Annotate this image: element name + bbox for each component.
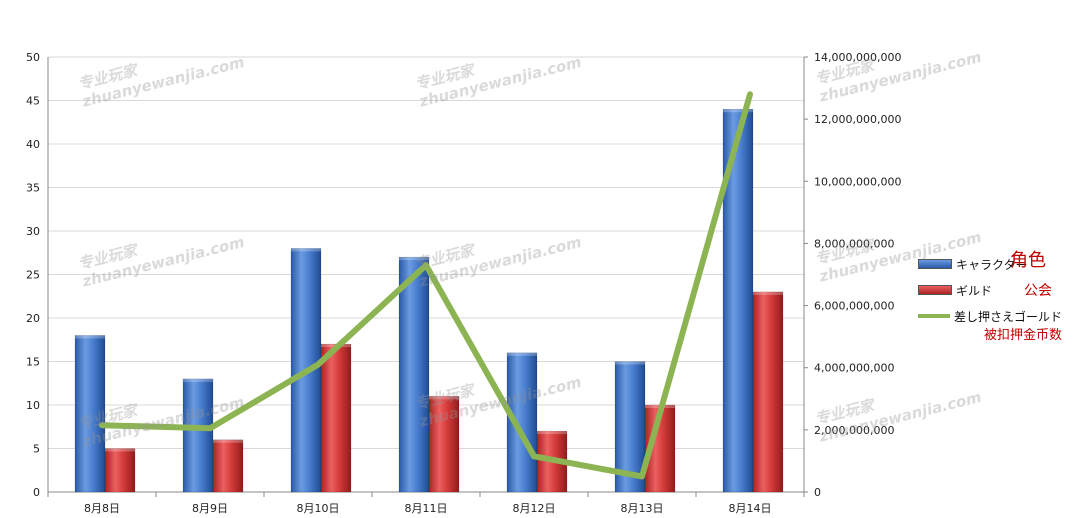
bar-guild	[320, 343, 352, 493]
bar-character-top	[507, 352, 537, 356]
legend-label-character: キャラクター	[956, 257, 1028, 272]
bar-guild-top	[429, 396, 459, 400]
left-y-tick-label: 35	[26, 182, 40, 195]
left-y-tick-label: 20	[26, 312, 40, 325]
bar-character-top	[399, 257, 429, 261]
right-y-tick-label: 8,000,000,000	[814, 237, 894, 250]
right-y-tick-label: 6,000,000,000	[814, 300, 894, 313]
gold-point	[317, 363, 319, 366]
legend-annotation-gold: 被扣押金币数	[984, 328, 1063, 343]
legend-swatch-guild	[918, 285, 952, 295]
right-y-ticks: 0 2,000,000,000 4,000,000,000 6,000,000,000…	[804, 51, 901, 499]
legend-label-guild: ギルド	[956, 283, 993, 298]
bar-guild-top	[105, 448, 135, 452]
x-tick-label: 8月9日	[192, 502, 228, 515]
gold-point	[533, 455, 535, 458]
left-y-tick-label: 25	[26, 269, 40, 282]
gold-point	[749, 93, 751, 96]
right-y-tick-label: 14,000,000,000	[814, 51, 901, 64]
bar-character	[74, 335, 106, 493]
left-y-tick-label: 30	[26, 225, 40, 238]
legend-annotation-guild: 公会	[1024, 283, 1052, 299]
bar-guild	[428, 396, 460, 493]
x-tick-label: 8月11日	[405, 502, 448, 515]
left-y-tick-label: 40	[26, 138, 40, 151]
left-y-tick-label: 50	[26, 51, 40, 64]
bar-character	[182, 378, 214, 493]
left-y-tick-label: 0	[33, 486, 40, 499]
x-tick-label: 8月13日	[621, 502, 664, 515]
x-tick-label: 8月8日	[84, 502, 120, 515]
gold-point	[641, 475, 643, 478]
bar-character-top	[75, 335, 105, 339]
bar-guild-top	[537, 431, 567, 435]
legend-item-gold: 差し押さえゴールド	[918, 306, 1062, 326]
x-tick-label: 8月14日	[729, 502, 772, 515]
bar-character-top	[615, 361, 645, 365]
left-y-tick-label: 45	[26, 95, 40, 108]
left-y-ticks: 0 5 10 15 20 25 30 35 40 45 50	[26, 51, 40, 499]
bar-character	[398, 256, 430, 493]
bar-guild	[104, 448, 136, 493]
bar-guild-top	[753, 291, 783, 295]
legend-swatch-gold	[918, 314, 950, 318]
gold-point	[209, 427, 211, 430]
left-y-tick-label: 5	[33, 443, 40, 456]
bars	[74, 108, 784, 493]
bar-guild	[212, 439, 244, 493]
bar-character-top	[723, 109, 753, 113]
legend-annotation-character: 角色	[1010, 250, 1046, 271]
bar-character-top	[183, 378, 213, 382]
right-y-tick-label: 0	[814, 486, 821, 499]
x-ticks: 8月8日 8月9日 8月10日 8月11日 8月12日 8月13日 8月14日	[47, 492, 805, 515]
left-y-tick-label: 15	[26, 356, 40, 369]
gold-line-series	[99, 91, 753, 480]
bar-guild	[752, 291, 784, 493]
x-tick-label: 8月10日	[297, 502, 340, 515]
right-y-tick-label: 4,000,000,000	[814, 362, 894, 375]
right-y-tick-label: 12,000,000,000	[814, 113, 901, 126]
bar-guild-top	[213, 439, 243, 443]
bar-character-top	[291, 248, 321, 252]
gold-point	[101, 424, 103, 427]
legend-item-guild: ギルド	[918, 280, 992, 300]
right-y-tick-label: 10,000,000,000	[814, 175, 901, 188]
left-y-tick-label: 10	[26, 399, 40, 412]
x-tick-label: 8月12日	[513, 502, 556, 515]
legend-item-character: キャラクター	[918, 254, 1028, 274]
right-y-tick-label: 2,000,000,000	[814, 424, 894, 437]
gold-point	[425, 264, 427, 267]
legend: キャラクター 角色 ギルド 公会 差し押さえゴールド 被扣押金币数	[918, 250, 1084, 352]
legend-label-gold: 差し押さえゴールド	[954, 309, 1063, 324]
legend-swatch-character	[918, 259, 952, 269]
